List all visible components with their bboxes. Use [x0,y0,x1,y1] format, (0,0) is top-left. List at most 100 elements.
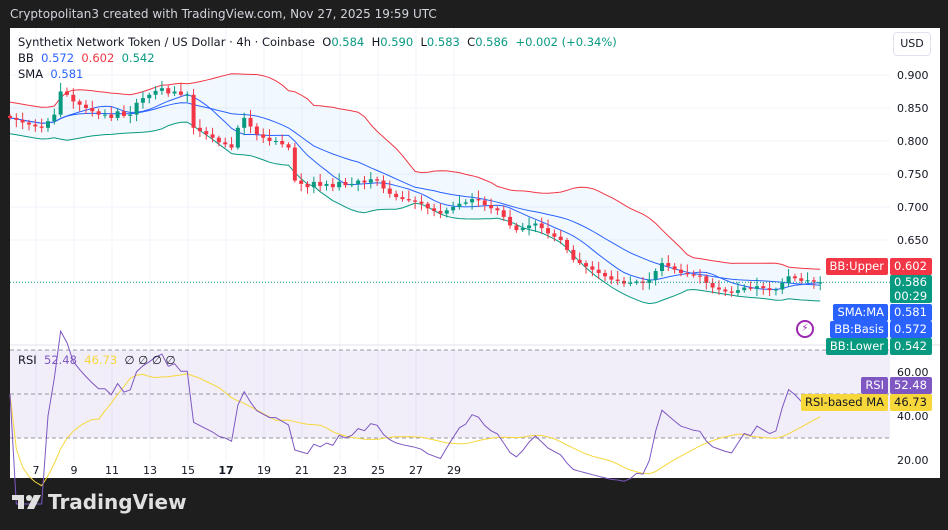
bb-lower-tag: BB:Lower [825,338,888,355]
candle-body [400,197,405,200]
rsi-band-fill [10,350,890,438]
candle-body [596,269,601,273]
candle-body [356,180,361,184]
x-tick-label: 13 [143,464,157,477]
candle-body [419,201,424,204]
candle-body [710,282,715,288]
candle-body [622,280,627,284]
candle-body [121,111,126,116]
close-label: C [467,35,476,49]
rsi-ma-tag: RSI-based MA [801,394,888,411]
bb-lower-price-tag: 0.542 [890,338,932,355]
candle-body [659,263,664,272]
candle-body [811,280,816,282]
candle-body [64,91,69,95]
candle-body [527,225,532,229]
candle-body [128,114,133,116]
candle-body [780,282,785,290]
x-tick-label: 7 [33,464,40,477]
candle-body [406,199,411,201]
candle-body [628,282,633,284]
candle-body [723,289,728,292]
candle-body [254,126,259,135]
candle-body [792,276,797,279]
bb-basis-value: 0.572 [41,51,75,65]
candle-body [647,279,652,283]
candle-body [14,117,19,120]
candle-body [343,181,348,186]
bb-upper-value: 0.602 [81,51,115,65]
x-tick-label: 29 [447,464,461,477]
candle-body [704,276,709,283]
candle-body [754,286,759,289]
candle-body [153,90,158,95]
bb-upper-tag: BB:Upper [825,258,888,275]
candle-body [672,266,677,270]
bb-label: BB [18,51,34,65]
candle-body [425,203,430,209]
candle-body [159,88,164,91]
rsi-legend[interactable]: RSI 52.48 46.73 ∅ ∅ ∅ ∅ [18,353,176,367]
rsi-value: 52.48 [44,353,77,367]
x-tick-label: 19 [257,464,271,477]
sma-legend[interactable]: SMA 0.581 [18,67,83,81]
candle-body [546,228,551,234]
candle-body [767,288,772,291]
last-price-tag: 0.586 00:29 [890,275,932,303]
x-tick-label: 15 [181,464,195,477]
sma-line [9,93,821,290]
candle-body [451,207,456,211]
candle-body [577,259,582,264]
candle-body [140,98,145,103]
candle-body [368,179,373,183]
rsi-ma-line [9,373,821,487]
tradingview-wordmark: TradingView [48,490,187,514]
candle-body [387,188,392,194]
y-tick-label: 0.650 [897,234,929,247]
candle-body [210,134,215,138]
rsi-line [9,329,821,505]
candle-body [20,119,25,123]
bb-basis-price-tag: 0.572 [890,321,932,338]
candle-body [39,126,44,128]
candle-body [444,210,449,214]
candle-body [280,141,285,145]
candle-body [305,183,310,188]
rsi-value-tag: 52.48 [890,377,932,394]
candle-body [558,236,563,240]
symbol-title[interactable]: Synthetix Network Token / US Dollar · 4h… [18,35,315,49]
candle-body [501,210,506,217]
y-tick-label: 0.850 [897,102,929,115]
candle-body [609,276,614,280]
candle-body [26,122,31,125]
candle-body [463,202,468,204]
candle-body [615,279,620,281]
candle-body [742,287,747,291]
candle-body [476,199,481,201]
candle-body [90,108,95,112]
lightning-alert-icon[interactable]: ⚡ [796,320,814,338]
candle-body [58,91,63,115]
candle-body [818,282,823,284]
tradingview-logo[interactable]: TradingView [12,490,187,514]
candle-body [533,223,538,226]
candle-body [697,275,702,277]
candle-body [482,200,487,206]
rsi-ma-value: 46.73 [84,353,118,367]
candle-body [413,200,418,202]
candle-body [603,273,608,277]
candle-body [786,276,791,283]
open-value: 0.584 [331,35,365,49]
candle-body [261,134,266,138]
low-label: L [420,35,427,49]
candle-body [685,273,690,275]
currency-button[interactable]: USD [893,32,931,56]
candle-body [470,199,475,203]
sma-tag: SMA:MA [833,304,888,321]
candle-body [45,121,50,128]
candle-body [286,144,291,148]
bb-legend[interactable]: BB 0.572 0.602 0.542 [18,51,155,65]
bb-basis-line [9,102,821,286]
y-tick-label: 0.750 [897,168,929,181]
